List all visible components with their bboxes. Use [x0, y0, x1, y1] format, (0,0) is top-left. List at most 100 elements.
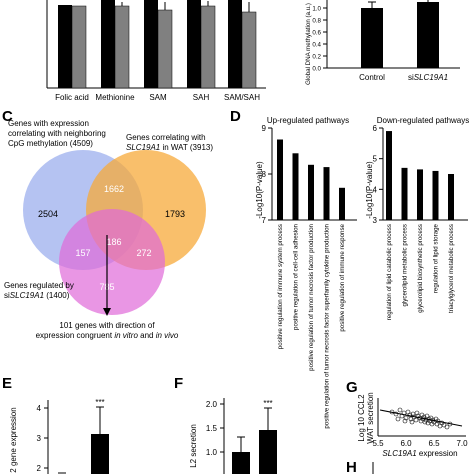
y-tick-label: 6 [373, 124, 378, 133]
pathway-bar [292, 153, 299, 220]
up-pathways-title: Up-regulated pathways [267, 116, 349, 125]
pathway-category-label: triacylglycerol metabolic process [448, 224, 455, 313]
scatter-point [409, 419, 415, 425]
panel-label-d: D [230, 108, 241, 125]
bar-treated [259, 430, 277, 474]
pathway-bar [448, 174, 454, 220]
y-tick-label: 9 [262, 124, 267, 133]
venn-count-a-only: 2504 [38, 209, 58, 219]
venn-set-a-label: correlating with neighboring [8, 129, 106, 138]
x-tick-label: 6.5 [428, 439, 440, 448]
pathway-category-label: positive regulation of cell-cell adhesio… [293, 223, 300, 329]
pathway-bar [417, 169, 423, 220]
venn-count-bc: 272 [136, 248, 151, 258]
y-tick-label: 0.4 [312, 42, 321, 49]
panel-a-category-label: SAM/SAH [224, 93, 260, 102]
y-tick-label: 7 [262, 216, 267, 225]
panel-f-bar-chart: L2 secretion 2.0 1.5 1.0 *** [189, 398, 277, 474]
down-pathways-title: Down-regulated pathways [377, 116, 470, 125]
scatter-point [402, 418, 408, 424]
scatter-point [403, 415, 409, 421]
significance-stars: *** [263, 399, 272, 408]
panel-a-category-label: Folic acid [55, 93, 89, 102]
up-y-label: -Log10(P-value) [255, 161, 264, 219]
panel-a-category-label: Methionine [95, 93, 135, 102]
panel-b-bar [361, 8, 383, 68]
pathway-bar [339, 187, 345, 220]
venn-circle-c [59, 209, 165, 315]
pathway-bar [323, 167, 330, 220]
venn-count-abc: 186 [106, 237, 121, 247]
bar-methionine-treated [114, 5, 130, 89]
pathway-bar [386, 131, 392, 220]
y-tick-label: 1.0 [312, 6, 321, 13]
panel-f-y-label: L2 secretion [189, 424, 198, 468]
venn-set-a-label: CpG methylation (4509) [8, 139, 93, 148]
scatter-point [413, 417, 419, 423]
scatter-point [444, 424, 450, 430]
down-y-label: -Log10(P-value) [365, 161, 374, 219]
y-tick-label: 0.6 [312, 30, 321, 37]
y-tick-label: 0.8 [312, 18, 321, 25]
y-tick-label: 3 [37, 434, 42, 443]
pathway-category-label: regulation of lipid storage [433, 223, 440, 293]
panel-a-bar-chart: Folic acid Methionine SAM SAH SAM/SAH [46, 0, 266, 102]
panel-d-charts: Up-regulated pathways Down-regulated pat… [255, 116, 469, 429]
x-tick-label: 6.0 [400, 439, 412, 448]
bar-sah-treated [200, 5, 216, 89]
venn-count-ab: 1662 [104, 184, 124, 194]
pathway-category-label: positive regulation of immune system pro… [277, 224, 284, 349]
bar-control [232, 452, 250, 474]
y-tick-label: 2 [37, 464, 42, 473]
pathway-category-label: glycerolipid metabolic process [402, 224, 409, 307]
y-tick-label: 8 [262, 170, 267, 179]
panel-e-y-label: 2 gene expression [9, 407, 18, 472]
bar-sam-sah-control [228, 0, 242, 88]
y-tick-label: 4 [37, 404, 42, 413]
panel-b-bar-chart: Global DNA methylation (a.u.) 1.0 0.8 0.6 0… [305, 0, 460, 85]
panel-g-x-label: SLC19A1 expression [382, 449, 457, 458]
y-tick-label: 4 [373, 185, 378, 194]
panel-b-y-ticks: 1.0 0.8 0.6 0.4 0.2 0.0 [312, 6, 327, 73]
panel-label-g: G [346, 379, 358, 396]
y-tick-label: 0.2 [312, 54, 321, 61]
panel-c-venn: Genes with expression correlating with n… [4, 119, 213, 340]
pathway-category-label: positive regulation of tumor necrosis fa… [324, 223, 331, 428]
venn-result-text: 101 genes with direction of [59, 321, 155, 330]
panel-e-bar-chart: 2 gene expression 4 3 2 *** [9, 398, 109, 474]
y-tick-label: 0.0 [312, 66, 321, 73]
bar-folic-acid-treated [71, 5, 87, 89]
venn-set-b-label: SLC19A1 in WAT (3913) [126, 143, 213, 152]
pathway-bar [401, 167, 408, 220]
panel-label-h: H [346, 459, 357, 474]
panel-g-y-label: Log 10 CCL2 [357, 394, 366, 442]
bar-sam-treated [157, 9, 173, 89]
bar-sam-control [144, 0, 158, 88]
panel-b-y-label: Global DNA methylation (a.u.) [305, 3, 312, 85]
regression-line [379, 409, 463, 427]
panel-label-c: C [2, 108, 13, 125]
bar-methionine-control [101, 0, 115, 88]
x-tick-label: 7.0 [456, 439, 468, 448]
scatter-point [414, 410, 420, 416]
venn-set-a-label: Genes with expression [8, 119, 89, 128]
pathway-category-label: positive regulation of tumor necrosis fa… [308, 223, 315, 370]
panel-g-scatter: Log 10 CCL2 WAT secretion 5.5 6.0 6.5 7.… [357, 392, 468, 458]
panel-label-f: F [174, 375, 183, 392]
pathway-bar [277, 139, 283, 220]
pathway-bar [308, 164, 314, 220]
venn-count-b-only: 1793 [165, 209, 185, 219]
y-tick-label: 2.0 [206, 400, 218, 409]
venn-set-c-label: Genes regulated by [4, 281, 74, 290]
x-tick-label: 5.5 [372, 439, 384, 448]
panel-a-category-label: SAM [149, 93, 167, 102]
bar-sam-sah-treated [241, 11, 257, 89]
pathway-category-label: positive regulation of immune response [339, 223, 346, 331]
down-pathways-chart: 6 5 4 3 regulation of lipid catabolic proces… [373, 124, 468, 320]
up-pathways-chart: 9 8 7 positive regulation of immune system … [262, 124, 357, 429]
panel-b-category-control: Control [359, 73, 385, 82]
venn-set-b-label: Genes correlating with [126, 133, 206, 142]
y-tick-label: 1.0 [206, 448, 218, 457]
pathway-bar [432, 170, 439, 220]
